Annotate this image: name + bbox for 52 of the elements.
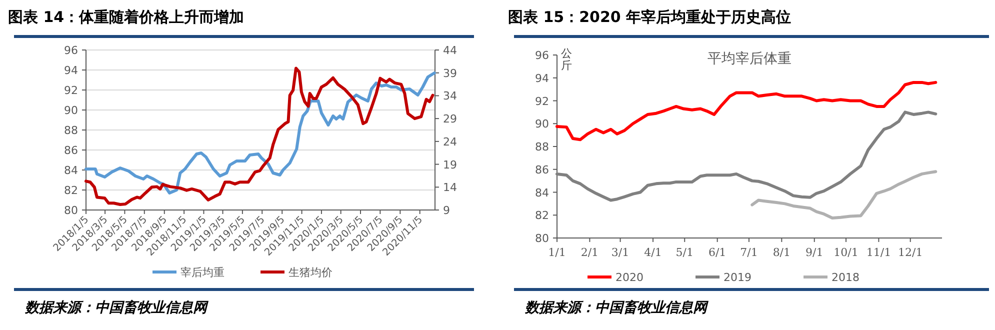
x-tick-label: 4/1 xyxy=(644,246,662,259)
x-tick-label: 10/1 xyxy=(834,246,858,259)
x-tick-label: 8/1 xyxy=(772,246,791,259)
y2-tick-label: 9 xyxy=(443,204,450,217)
y-tick-label: 88 xyxy=(535,140,549,154)
y2-tick-label: 24 xyxy=(443,135,457,148)
x-tick-label: 12/1 xyxy=(898,246,923,259)
y2-tick-label: 29 xyxy=(443,112,457,126)
source-note: 数据来源：中国畜牧业信息网 xyxy=(24,299,209,316)
legend-label: 2018 xyxy=(832,271,860,284)
x-tick-label: 6/1 xyxy=(708,246,726,259)
x-tick-label: 5/1 xyxy=(676,246,694,259)
y-tick-label: 80 xyxy=(535,232,549,245)
line-series xyxy=(750,170,938,220)
y-tick-label: 96 xyxy=(535,49,549,62)
y-tick-label: 90 xyxy=(64,104,78,117)
legend-label: 生猪均价 xyxy=(288,266,332,279)
y-tick-label: 84 xyxy=(64,164,78,177)
line-series xyxy=(556,80,938,142)
legend-label: 2020 xyxy=(616,271,644,284)
y2-tick-label: 19 xyxy=(443,158,457,172)
chart-subtitle: 平均宰后体重 xyxy=(708,51,792,67)
chart-title: 图表 14：体重随着价格上升而增加 xyxy=(8,8,244,26)
y-tick-label: 94 xyxy=(64,64,78,77)
x-tick-label: 3/1 xyxy=(611,246,630,259)
x-tick-label: 2/1 xyxy=(580,246,599,259)
y-tick-label: 84 xyxy=(535,186,549,200)
y-tick-label: 88 xyxy=(64,124,78,137)
y2-tick-label: 34 xyxy=(443,90,457,103)
legend-label: 2019 xyxy=(724,271,752,284)
y2-tick-label: 39 xyxy=(443,66,457,80)
y-tick-label: 90 xyxy=(535,118,549,131)
x-tick-label: 11/1 xyxy=(866,246,892,259)
y-tick-label: 82 xyxy=(535,209,549,222)
y-tick-label: 80 xyxy=(64,204,78,217)
y2-tick-label: 44 xyxy=(443,44,457,57)
y-tick-label: 92 xyxy=(535,94,549,108)
y-tick-label: 96 xyxy=(64,44,78,57)
y-tick-label: 86 xyxy=(535,163,549,176)
legend-label: 宰后均重 xyxy=(180,266,224,279)
chart-title: 图表 15：2020 年宰后均重处于历史高位 xyxy=(508,8,792,26)
y2-tick-label: 14 xyxy=(443,181,457,194)
source-note: 数据来源：中国畜牧业信息网 xyxy=(524,299,709,316)
y-tick-label: 82 xyxy=(64,184,78,197)
x-tick-label: 7/1 xyxy=(740,246,758,259)
x-tick-label: 1/1 xyxy=(548,246,566,259)
y-tick-label: 94 xyxy=(535,72,549,85)
x-tick-label: 9/1 xyxy=(806,246,824,259)
y-axis-title: 公斤 xyxy=(561,47,572,72)
y-tick-label: 92 xyxy=(64,84,78,97)
line-series xyxy=(556,110,938,202)
y-tick-label: 86 xyxy=(64,144,78,157)
